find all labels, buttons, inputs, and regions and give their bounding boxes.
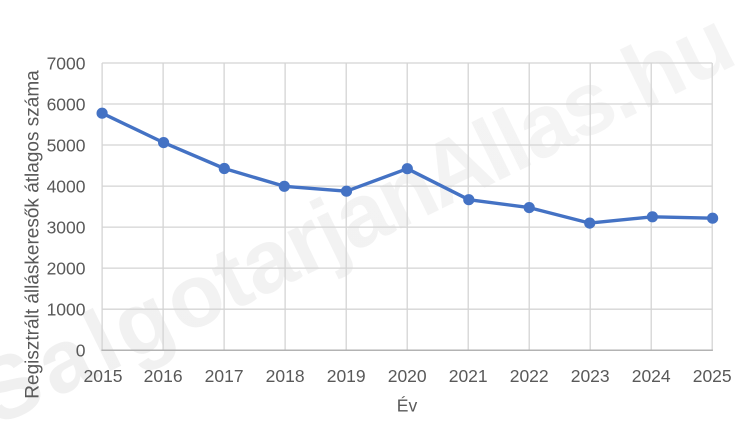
svg-text:2021: 2021 — [449, 366, 488, 386]
svg-text:3000: 3000 — [47, 218, 86, 238]
svg-text:Év: Év — [397, 396, 418, 416]
svg-text:7000: 7000 — [47, 54, 86, 74]
svg-text:2024: 2024 — [632, 366, 671, 386]
svg-text:1000: 1000 — [47, 300, 86, 320]
svg-text:2019: 2019 — [327, 366, 366, 386]
svg-text:6000: 6000 — [47, 95, 86, 115]
svg-text:5000: 5000 — [47, 136, 86, 156]
svg-text:2023: 2023 — [571, 366, 610, 386]
svg-text:4000: 4000 — [47, 177, 86, 197]
svg-text:Regisztrált álláskeresők átlag: Regisztrált álláskeresők átlagos száma — [23, 70, 44, 399]
svg-text:2015: 2015 — [84, 366, 123, 386]
svg-text:2000: 2000 — [47, 259, 86, 279]
svg-text:2020: 2020 — [388, 366, 427, 386]
svg-text:2025: 2025 — [693, 366, 732, 386]
svg-text:2018: 2018 — [266, 366, 305, 386]
svg-text:0: 0 — [76, 341, 86, 361]
svg-text:2022: 2022 — [510, 366, 549, 386]
svg-text:2017: 2017 — [205, 366, 244, 386]
svg-text:2016: 2016 — [144, 366, 183, 386]
